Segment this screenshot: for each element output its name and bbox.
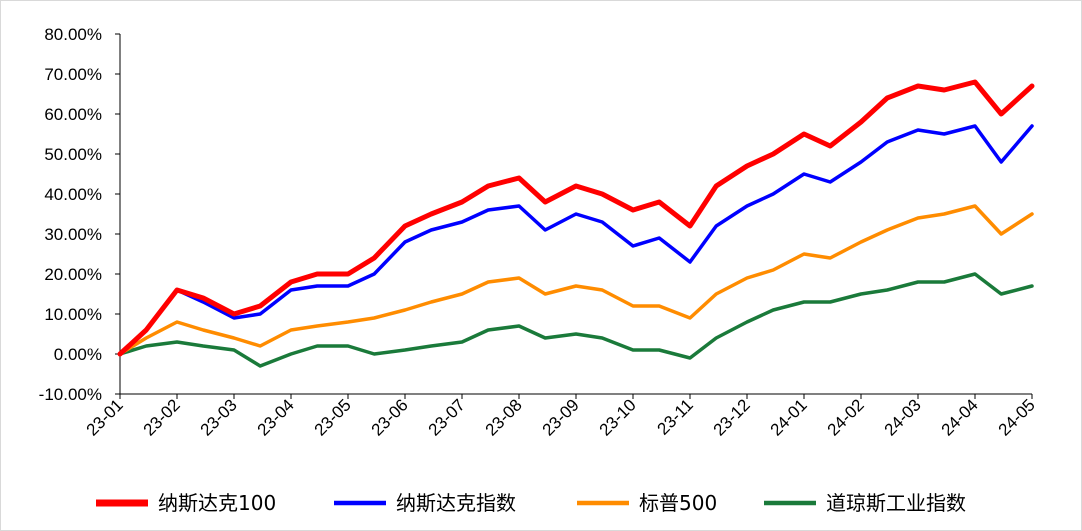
- y-tick-label: -10.00%: [39, 385, 102, 404]
- y-tick-label: 30.00%: [44, 225, 102, 244]
- series-line-0: [117, 79, 1035, 357]
- legend-label: 标普500: [639, 491, 717, 515]
- y-tick-label: 20.00%: [44, 265, 102, 284]
- legend-label: 道琼斯工业指数: [826, 491, 966, 515]
- series-line-3: [118, 272, 1034, 368]
- y-tick-label: 80.00%: [44, 25, 102, 44]
- series-lines: [117, 79, 1035, 368]
- y-tick-label: 50.00%: [44, 145, 102, 164]
- y-tick-label: 0.00%: [54, 345, 102, 364]
- legend: 纳斯达克100 纳斯达克指数 标普500 道琼斯工业指数: [96, 491, 966, 515]
- legend-label: 纳斯达克100: [158, 491, 276, 515]
- y-tick-label: 10.00%: [44, 305, 102, 324]
- series-line-2: [118, 204, 1034, 356]
- y-tick-label: 40.00%: [44, 185, 102, 204]
- legend-label: 纳斯达克指数: [396, 491, 516, 515]
- series-line-1: [118, 124, 1034, 356]
- y-tick-label: 70.00%: [44, 65, 102, 84]
- y-tick-label: 60.00%: [44, 105, 102, 124]
